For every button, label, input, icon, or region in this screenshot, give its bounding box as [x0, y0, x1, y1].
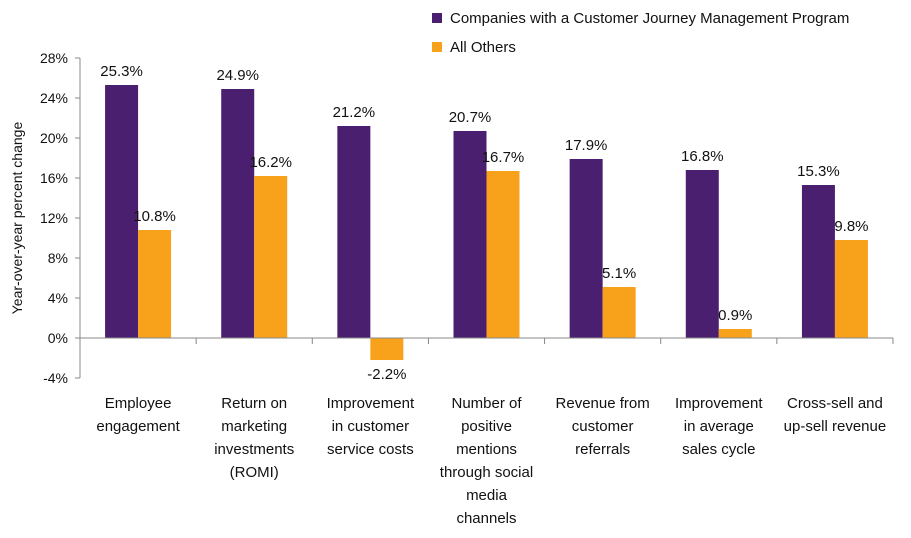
bar-value-label: 0.9% — [718, 307, 752, 324]
bar-cjm-program — [453, 131, 487, 338]
bar-value-label: 16.8% — [681, 148, 724, 165]
x-category-label-line: engagement — [96, 418, 180, 435]
bar-cjm-program — [105, 85, 139, 338]
bar-value-labels: 25.3% 24.9% 21.2% 20.7% 17.9% 16.8% 15.3% 10.8%… — [100, 63, 868, 383]
bar-all-others — [486, 171, 520, 338]
y-tick-label: -4% — [43, 370, 68, 386]
x-category-label-line: Number of — [451, 395, 522, 412]
x-category-label-line: marketing — [221, 418, 287, 435]
x-category-label: Improvement in average sales cycle — [675, 395, 763, 458]
x-category-label-line: Cross-sell and — [787, 395, 883, 412]
x-category-label-line: mentions — [456, 441, 517, 458]
bar-value-label: -2.2% — [367, 366, 406, 383]
bar-cjm-program — [337, 126, 371, 338]
x-category-label: Number of positive mentions through social m… — [440, 395, 533, 527]
legend-swatch — [432, 13, 442, 23]
bar-cjm-program — [569, 159, 603, 338]
bar-cjm-program — [221, 89, 255, 338]
bar-all-others — [254, 176, 288, 338]
bar-cjm-program — [685, 170, 719, 338]
y-tick-label: 16% — [40, 170, 68, 186]
x-category-label-line: channels — [456, 510, 516, 527]
x-category-label-line: (ROMI) — [230, 464, 279, 481]
y-axis: -4% 0% 4% 8% 12% 16% 20% 24% 28% — [40, 50, 81, 386]
bar-value-label: 24.9% — [216, 67, 259, 84]
bar-value-label: 17.9% — [565, 137, 608, 154]
x-category-label-line: Revenue from — [556, 395, 650, 412]
x-category-label: Revenue from customer referrals — [556, 395, 650, 458]
bar-value-label: 9.8% — [834, 218, 868, 235]
bar-all-others — [138, 230, 172, 338]
x-category-label-line: in customer — [332, 418, 410, 435]
legend: Companies with a Customer Journey Manage… — [432, 10, 849, 56]
x-axis: Employee engagement Return on marketing inve… — [79, 337, 894, 527]
x-category-label: Improvement in customer service costs — [327, 395, 415, 458]
bar-all-others — [370, 338, 404, 360]
y-tick-label: 12% — [40, 210, 68, 226]
x-category-label-line: in average — [684, 418, 754, 435]
x-category-label-line: through social — [440, 464, 533, 481]
x-category-label-line: Return on — [221, 395, 287, 412]
bar-value-label: 25.3% — [100, 63, 143, 80]
y-tick-label: 0% — [48, 330, 68, 346]
bars — [105, 85, 868, 360]
x-category-label-line: Improvement — [675, 395, 763, 412]
x-category-label: Return on marketing investments (ROMI) — [214, 395, 294, 481]
y-tick-label: 20% — [40, 130, 68, 146]
x-category-label-line: investments — [214, 441, 294, 458]
x-category-label-line: positive — [461, 418, 512, 435]
x-category-label-line: referrals — [575, 441, 630, 458]
y-tick-label: 4% — [48, 290, 68, 306]
y-tick-label: 28% — [40, 50, 68, 66]
bar-value-label: 16.2% — [249, 154, 292, 171]
x-category-label-line: sales cycle — [682, 441, 755, 458]
legend-label: All Others — [450, 39, 516, 56]
x-category-label-line: up-sell revenue — [784, 418, 887, 435]
bar-value-label: 21.2% — [333, 104, 376, 121]
bar-value-label: 16.7% — [482, 149, 525, 166]
x-category-label: Employee engagement — [96, 395, 180, 435]
bar-cjm-program — [801, 185, 835, 338]
x-category-label-line: customer — [572, 418, 634, 435]
legend-label: Companies with a Customer Journey Manage… — [450, 10, 849, 27]
y-tick-label: 24% — [40, 90, 68, 106]
x-category-label: Cross-sell and up-sell revenue — [784, 395, 887, 435]
bar-all-others — [718, 329, 752, 338]
bar-value-label: 10.8% — [133, 208, 176, 225]
bar-all-others — [834, 240, 868, 338]
x-category-label-line: service costs — [327, 441, 414, 458]
legend-swatch — [432, 42, 442, 52]
y-tick-label: 8% — [48, 250, 68, 266]
x-category-label-line: media — [466, 487, 508, 504]
bar-value-label: 5.1% — [602, 265, 636, 282]
x-category-label-line: Employee — [105, 395, 172, 412]
x-category-label-line: Improvement — [327, 395, 415, 412]
y-axis-label: Year-over-year percent change — [9, 122, 25, 315]
bar-all-others — [602, 287, 636, 338]
bar-value-label: 20.7% — [449, 109, 492, 126]
bar-value-label: 15.3% — [797, 163, 840, 180]
